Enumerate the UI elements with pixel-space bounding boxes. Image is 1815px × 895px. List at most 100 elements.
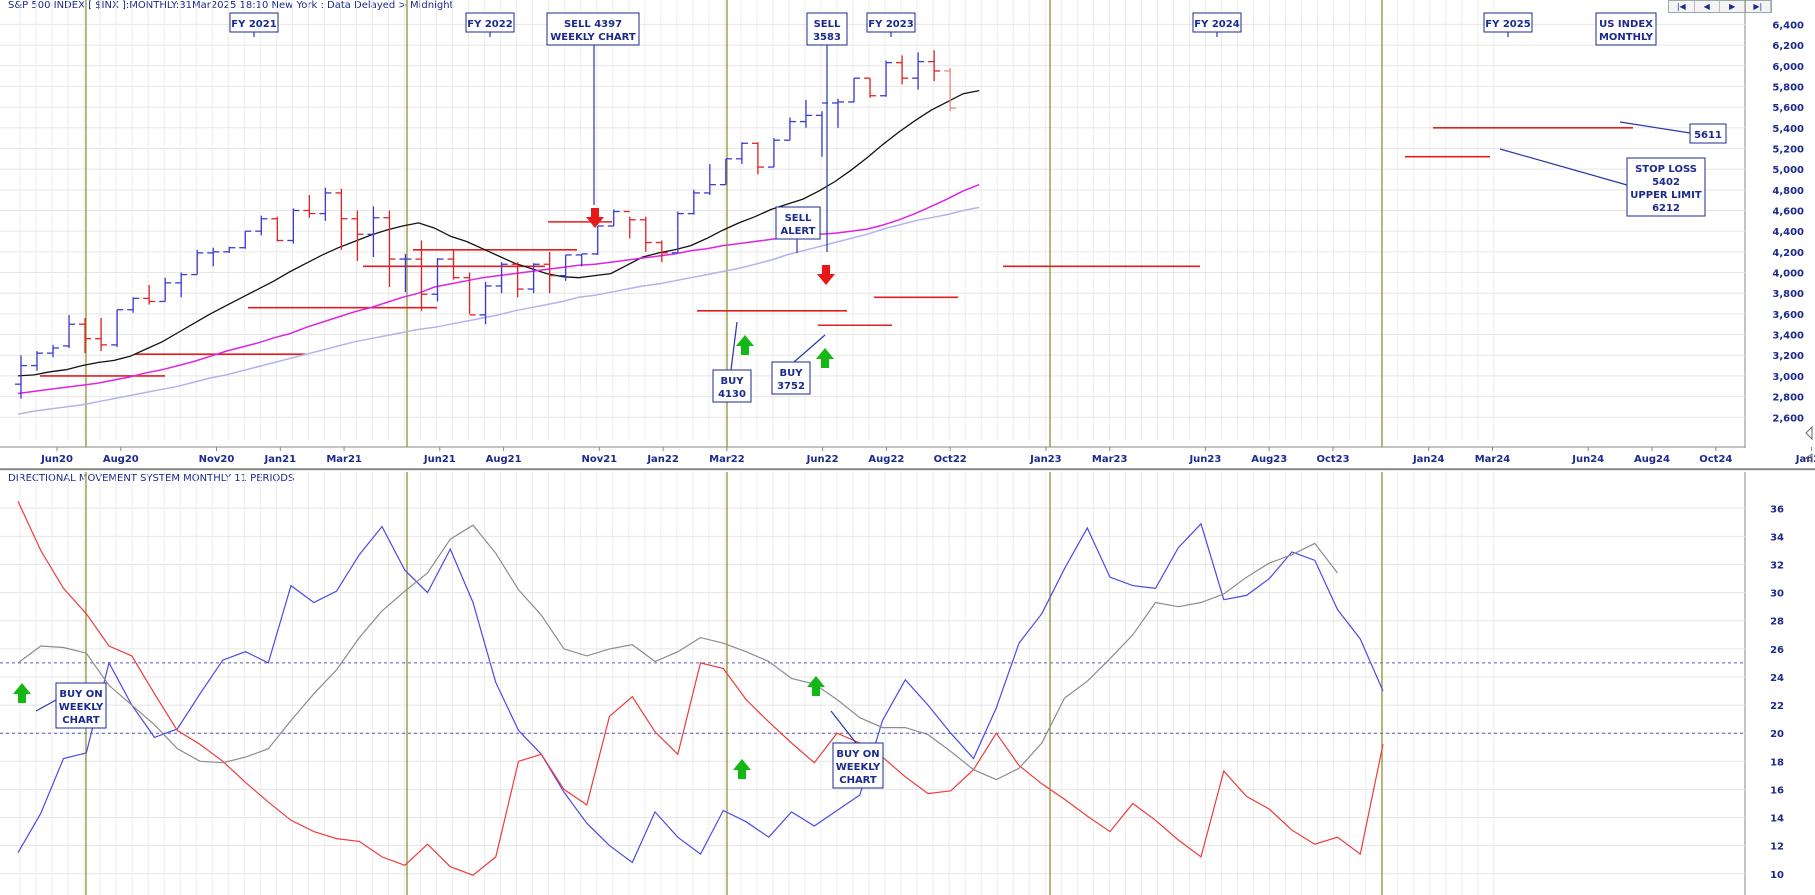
ohlc-bar [928, 50, 941, 82]
ohlc-bar [543, 251, 556, 294]
ohlc-bar [607, 209, 620, 227]
buy-arrow-icon [807, 676, 825, 696]
ohlc-bar [63, 314, 76, 348]
ohlc-bar [351, 210, 364, 262]
x-axis-label: Jan25 [1795, 454, 1815, 465]
buy-weekly-annotation-text: BUY ON [59, 689, 102, 700]
dms-line [17, 501, 1384, 876]
us-index-annotation-text: US INDEX [1599, 19, 1653, 30]
dms-line [17, 522, 1384, 864]
ohlc-bar [447, 249, 460, 280]
ohlc-bar [671, 211, 684, 254]
price-y-tick: 5,400 [1772, 124, 1804, 135]
ohlc-bar [319, 187, 332, 221]
sell-arrow-icon [586, 208, 604, 228]
price-y-tick: 4,600 [1772, 206, 1804, 217]
x-axis-label: Jan24 [1412, 454, 1445, 465]
dms-y-tick: 36 [1770, 504, 1784, 515]
ohlc-bar [575, 253, 588, 267]
dms-y-tick: 34 [1770, 532, 1784, 543]
x-axis-label: Oct22 [934, 454, 967, 465]
stop-loss-annotation-text: 5402 [1652, 177, 1680, 188]
ohlc-bar [239, 230, 252, 249]
x-axis-label: Jan21 [264, 454, 297, 465]
x-axis-label: Aug20 [103, 454, 139, 465]
price-y-tick: 4,800 [1772, 186, 1804, 197]
ohlc-bar [255, 215, 268, 236]
fy-label: FY 2025 [1483, 12, 1533, 33]
fy-label: FY 2022 [465, 12, 515, 33]
ohlc-bar [399, 253, 412, 293]
ohlc-bar [703, 163, 716, 195]
sell-3583-annotation: SELL 3583 [806, 12, 848, 46]
ohlc-bar [383, 210, 396, 287]
fy-label-text: FY 2023 [868, 19, 913, 30]
ohlc-bar [639, 216, 652, 252]
dms-y-tick: 12 [1770, 842, 1784, 853]
price-y-tick: 6,400 [1772, 20, 1804, 31]
ohlc-bar [367, 206, 380, 258]
ohlc-bar [79, 318, 92, 354]
sell-4397-annotation-text: SELL 4397 [564, 19, 622, 30]
sell-3583-annotation-text: SELL [814, 19, 841, 30]
fy-label: FY 2023 [866, 12, 916, 33]
ohlc-bar [223, 246, 236, 253]
buy-3752-annotation: BUY 3752 [771, 361, 811, 395]
ohlc-bar [287, 208, 300, 244]
us-index-annotation-text: MONTHLY [1599, 32, 1654, 43]
first-page-button[interactable]: |◀ [1669, 1, 1695, 12]
ohlc-bar [687, 189, 700, 215]
buy-3752-annotation-box [771, 361, 811, 395]
ohlc-bar [111, 309, 124, 347]
ohlc-bar [944, 67, 957, 112]
dms-y-tick: 32 [1770, 561, 1784, 572]
dms-y-tick: 24 [1770, 673, 1784, 684]
price-y-tick: 3,400 [1772, 331, 1804, 342]
x-axis-label: Jun24 [1571, 454, 1604, 465]
x-axis-label: Jun20 [40, 454, 73, 465]
buy-weekly-annotation-text: WEEKLY [59, 702, 104, 713]
x-axis-label: Mar22 [709, 454, 745, 465]
ohlc-bar [15, 355, 27, 399]
fy-label-text: FY 2025 [1485, 19, 1530, 30]
fy-label-text: FY 2022 [467, 19, 512, 30]
price-y-tick: 3,800 [1772, 289, 1804, 300]
sell-arrow-icon [817, 265, 835, 285]
annotation-connector [793, 334, 826, 363]
ohlc-bar [832, 98, 845, 128]
dms-y-tick: 10 [1770, 870, 1784, 881]
ohlc-bar [735, 142, 748, 164]
price-y-tick: 5,000 [1772, 165, 1804, 176]
sell-alert-annotation-text: SELL [785, 213, 812, 224]
x-axis-label: Aug21 [486, 454, 522, 465]
ohlc-bar [495, 262, 508, 294]
price-y-tick: 4,000 [1772, 269, 1804, 280]
buy-4130-annotation-text: BUY [721, 376, 745, 387]
ohlc-bar [559, 254, 572, 281]
annotation-connector [730, 321, 738, 371]
ohlc-bar [783, 117, 796, 141]
ohlc-bar [896, 55, 909, 85]
ohlc-bar [655, 240, 668, 263]
buy-arrow-icon [733, 759, 751, 779]
ohlc-bar [527, 263, 540, 294]
ohlc-bar [767, 138, 780, 168]
price-y-tick: 3,200 [1772, 351, 1804, 362]
sell-alert-annotation-text: ALERT [780, 226, 815, 237]
x-axis-label: Mar23 [1092, 454, 1128, 465]
price-y-tick: 5,800 [1772, 82, 1804, 93]
buy-weekly-annotation: BUY ON WEEKLY CHART [832, 742, 884, 789]
sell-4397-annotation-text: WEEKLY CHART [550, 32, 636, 43]
previous-page-button[interactable]: ◀ [1695, 1, 1720, 12]
buy-4130-annotation-text: 4130 [718, 389, 746, 400]
sell-3583-annotation-text: 3583 [813, 32, 841, 43]
buy-4130-annotation-box [712, 369, 752, 403]
ohlc-bar [912, 52, 925, 90]
last-page-button[interactable]: ▶| [1746, 1, 1771, 12]
fy-label-text: FY 2021 [231, 19, 276, 30]
sell-alert-annotation: SELL ALERT [775, 206, 821, 240]
price-y-tick: 4,200 [1772, 248, 1804, 259]
ohlc-bar [799, 99, 812, 128]
ohlc-bar [175, 272, 188, 298]
dms-line [17, 524, 1338, 781]
